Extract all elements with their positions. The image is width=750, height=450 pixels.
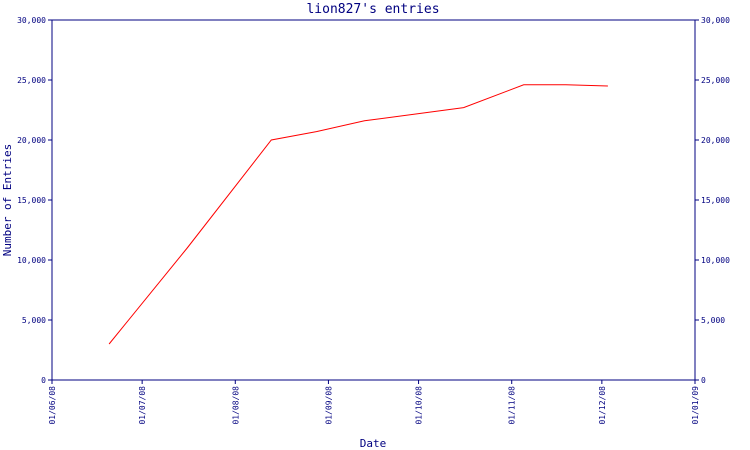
- y-tick-label-left: 25,000: [17, 76, 46, 85]
- y-tick-label-left: 0: [41, 376, 46, 385]
- x-axis-label: Date: [360, 437, 387, 450]
- series-points: [109, 85, 608, 344]
- x-tick-label: 01/07/08: [138, 386, 147, 425]
- chart-title: lion827's entries: [306, 2, 439, 17]
- y-tick-label-right: 10,000: [701, 256, 730, 265]
- y-tick-label-right: 25,000: [701, 76, 730, 85]
- x-tick-label: 01/11/08: [508, 386, 517, 425]
- y-tick-label-left: 20,000: [17, 136, 46, 145]
- y-tick-label-left: 30,000: [17, 16, 46, 25]
- y-tick-label-left: 15,000: [17, 196, 46, 205]
- series-line: [108, 84, 608, 345]
- x-axis-ticks: 01/06/08 01/07/08 01/08/08 01/09/08 01/10/08…: [48, 380, 700, 425]
- y-tick-label-right: 15,000: [701, 196, 730, 205]
- x-tick-label: 01/08/08: [231, 386, 240, 425]
- plot-frame: [51, 19, 696, 381]
- x-tick-label: 01/06/08: [48, 386, 57, 425]
- x-tick-label: 01/12/08: [598, 386, 607, 425]
- y-tick-label-right: 0: [701, 376, 706, 385]
- y-axis-right-ticks: 0 5,000 10,000 15,000 20,000 25,000 30,000: [695, 16, 730, 385]
- y-tick-label-right: 20,000: [701, 136, 730, 145]
- x-tick-label: 01/01/09: [691, 386, 700, 425]
- y-tick-label-right: 30,000: [701, 16, 730, 25]
- y-tick-label-left: 10,000: [17, 256, 46, 265]
- y-axis-label: Number of Entries: [1, 144, 14, 257]
- y-tick-label-left: 5,000: [22, 316, 46, 325]
- y-tick-label-right: 5,000: [701, 316, 725, 325]
- x-tick-label: 01/10/08: [415, 386, 424, 425]
- x-tick-label: 01/09/08: [324, 386, 333, 425]
- y-axis-left-ticks: 0 5,000 10,000 15,000 20,000 25,000 30,000: [17, 16, 52, 385]
